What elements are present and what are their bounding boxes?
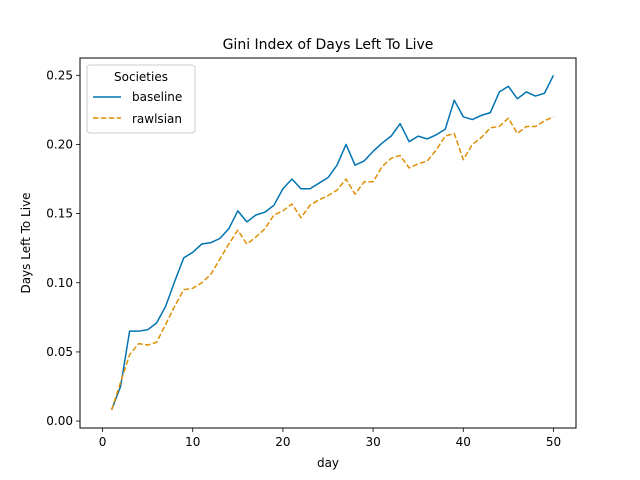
y-axis: 0.00 0.05 0.10 0.15 0.20 0.25 xyxy=(46,68,80,428)
x-tick-label: 0 xyxy=(99,435,107,449)
y-tick-label: 0.20 xyxy=(46,137,73,151)
x-tick-label: 10 xyxy=(185,435,200,449)
chart-title: Gini Index of Days Left To Live xyxy=(223,37,434,53)
y-axis-label: Days Left To Live xyxy=(19,192,33,293)
legend-title: Societies xyxy=(114,70,168,84)
series-line-rawlsian xyxy=(110,116,554,411)
series-line-baseline xyxy=(110,74,555,411)
y-tick-label: 0.00 xyxy=(46,414,73,428)
y-tick-label: 0.05 xyxy=(46,345,73,359)
x-axis: 0 10 20 30 40 50 xyxy=(99,428,561,449)
y-tick-label: 0.15 xyxy=(46,207,73,221)
x-tick-label: 30 xyxy=(365,435,380,449)
x-axis-label: day xyxy=(317,456,339,470)
x-tick-label: 50 xyxy=(546,435,561,449)
plot-area xyxy=(110,74,555,411)
y-tick-label: 0.10 xyxy=(46,276,73,290)
legend-label-baseline: baseline xyxy=(132,90,182,104)
x-tick-label: 20 xyxy=(275,435,290,449)
legend: Societies baseline rawlsian xyxy=(86,64,196,134)
legend-label-rawlsian: rawlsian xyxy=(132,112,182,126)
legend-box xyxy=(86,64,196,134)
y-tick-label: 0.25 xyxy=(46,68,73,82)
x-tick-label: 40 xyxy=(456,435,471,449)
axes-frame xyxy=(79,57,577,429)
